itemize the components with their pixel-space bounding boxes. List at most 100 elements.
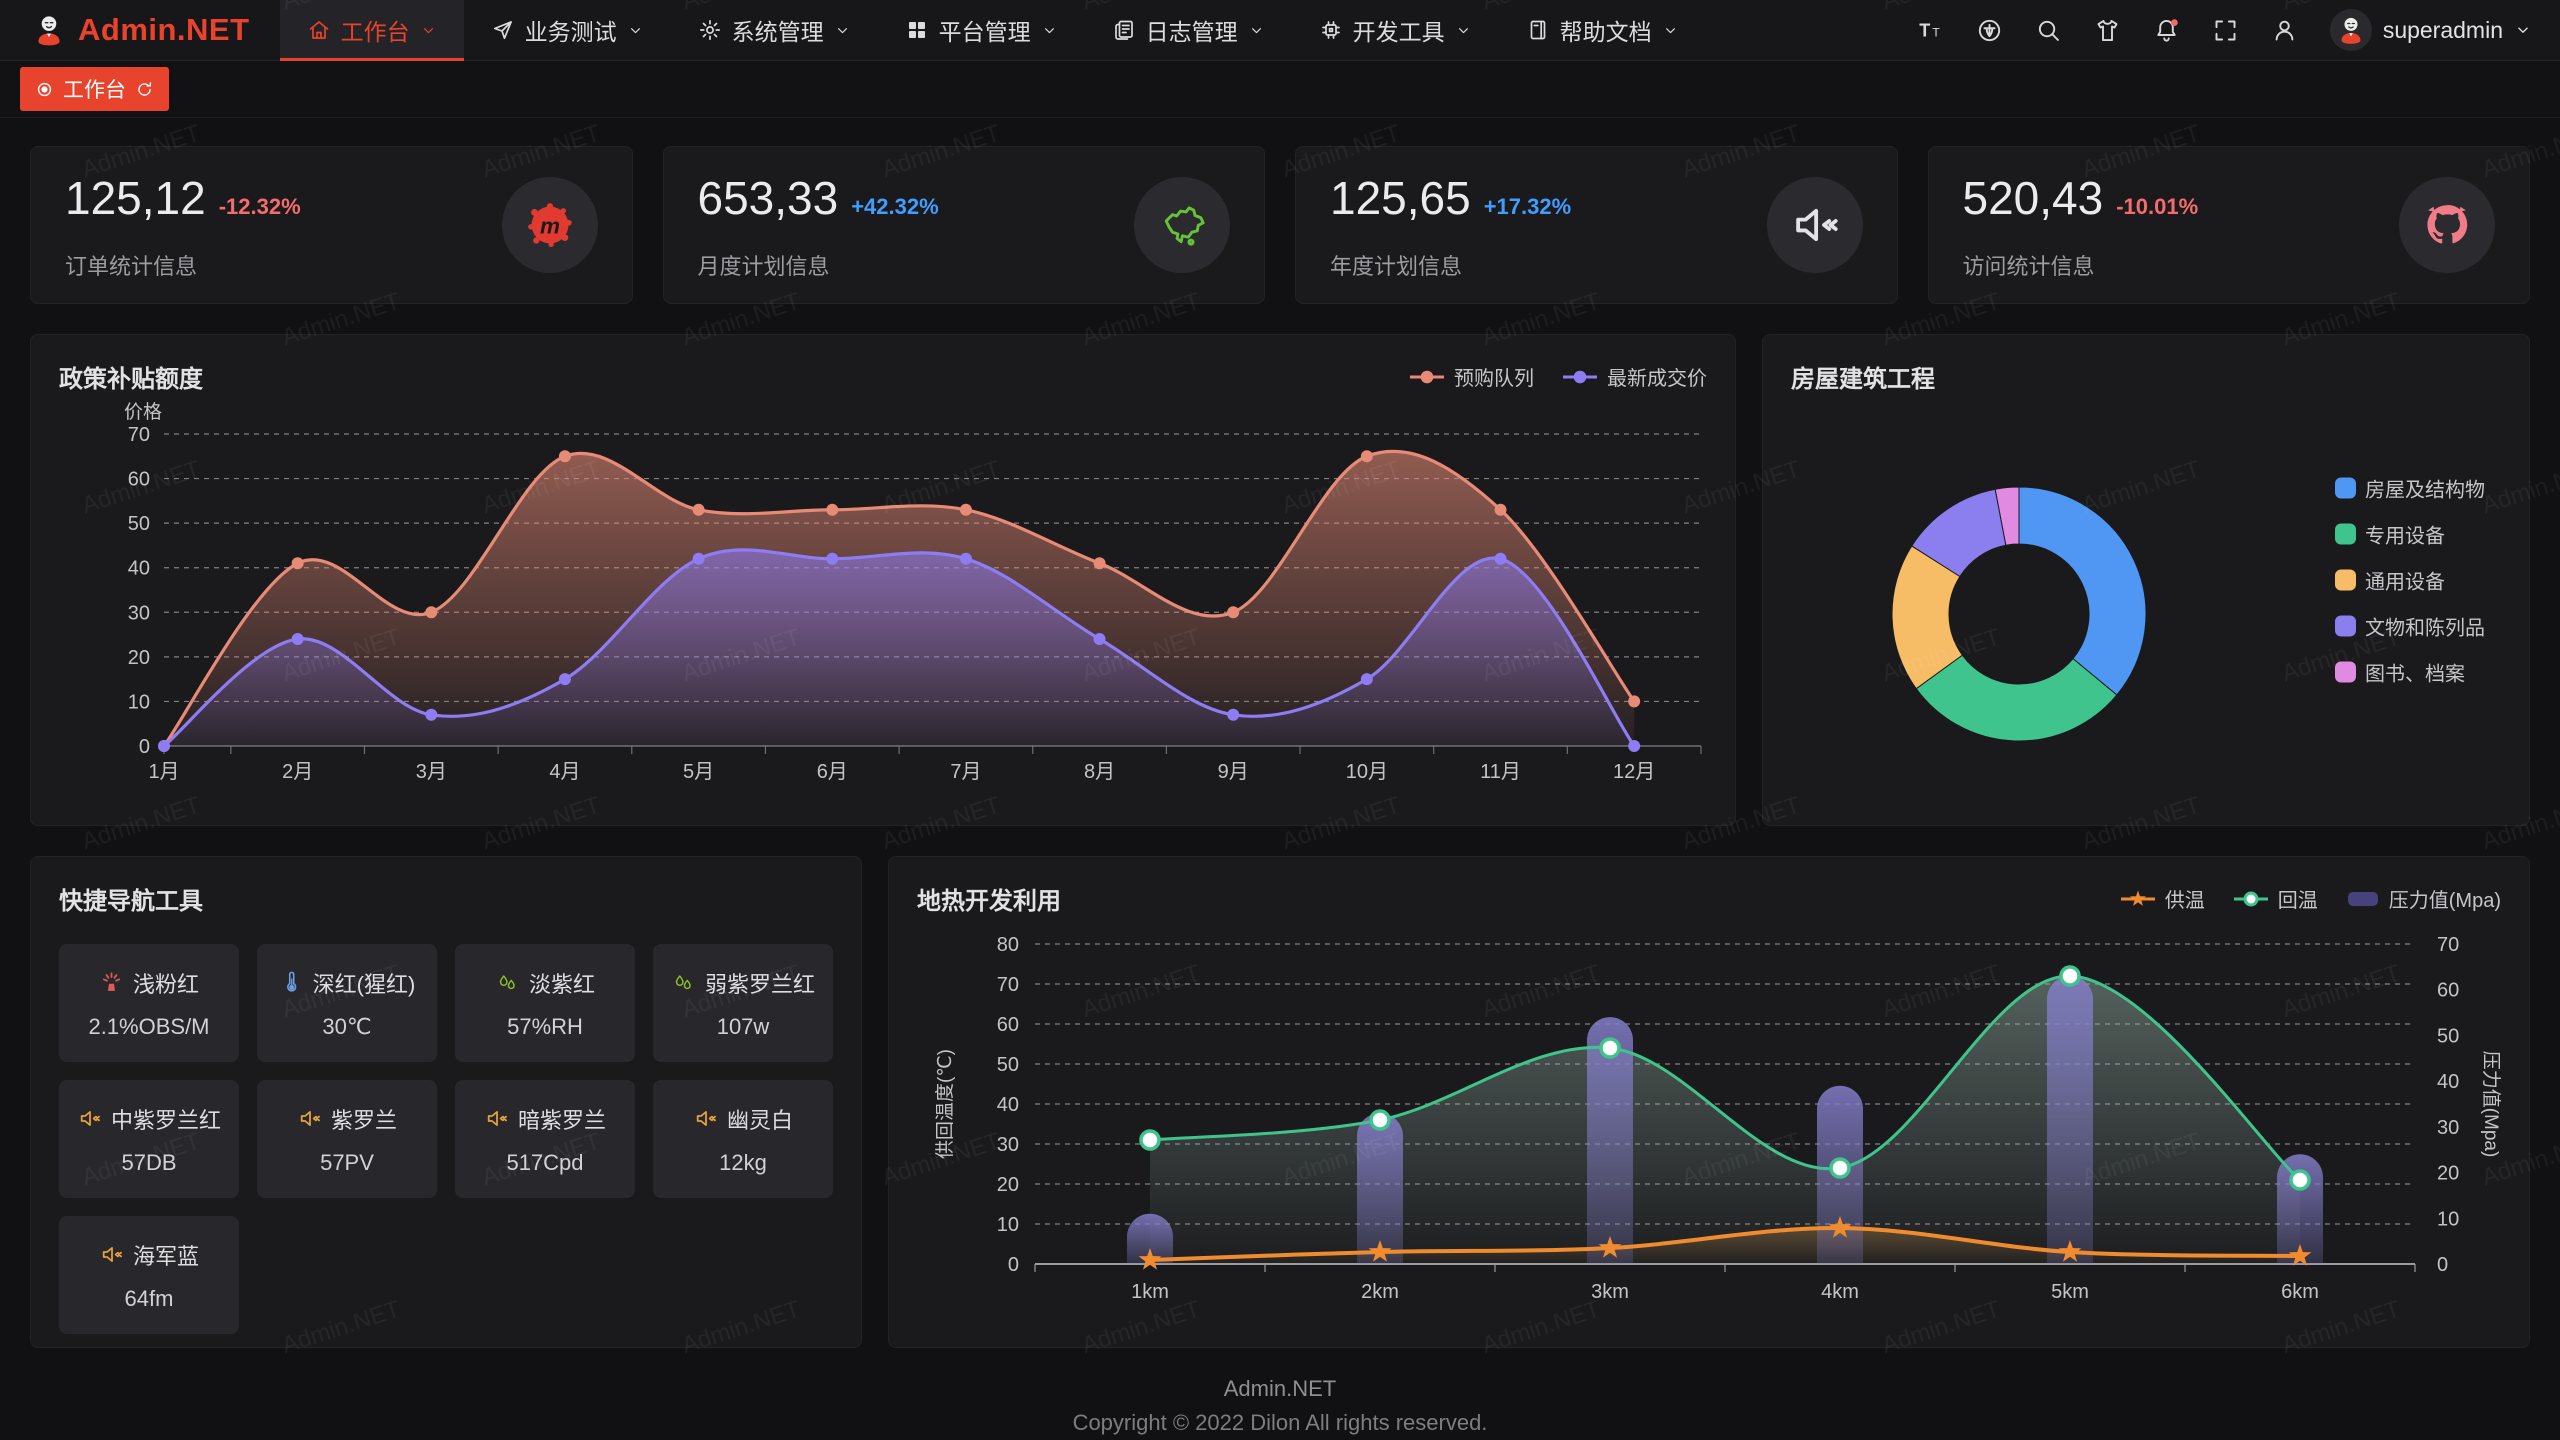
svg-text:20: 20 bbox=[2437, 1163, 2459, 1185]
svg-text:5月: 5月 bbox=[683, 761, 714, 783]
quick-nav-label: 海军蓝 bbox=[132, 1243, 199, 1269]
theme-icon[interactable] bbox=[2094, 17, 2121, 44]
legend-item-预购队列[interactable]: 预购队列 bbox=[1409, 362, 1534, 391]
legend-item-专用设备[interactable]: 专用设备 bbox=[2335, 520, 2485, 549]
legend-label: 预购队列 bbox=[1454, 368, 1534, 390]
chevron-down-icon bbox=[423, 27, 433, 33]
legend-label: 供温 bbox=[2164, 890, 2205, 912]
logo[interactable]: Admin.NET bbox=[0, 0, 280, 60]
quick-nav-value: 2.1%OBS/M bbox=[88, 1013, 210, 1039]
building-chart-card: 房屋建筑工程 房屋及结构物 专用设备 通用设备 文物和陈列品 图书、档案 bbox=[1762, 334, 2530, 826]
logo-icon bbox=[30, 11, 68, 49]
profile-icon[interactable] bbox=[2271, 17, 2298, 44]
svg-text:1km: 1km bbox=[1131, 1281, 1169, 1303]
quick-nav-幽灵白[interactable]: 幽灵白 12kg bbox=[653, 1080, 833, 1198]
meetup-icon: m bbox=[527, 203, 572, 248]
subsidy-chart-legend: 预购队列 最新成交价 bbox=[1409, 362, 1707, 391]
menu-item-工作台[interactable]: 工作台 bbox=[279, 0, 464, 61]
svg-text:40: 40 bbox=[997, 1094, 1019, 1116]
chevron-down-icon bbox=[1665, 27, 1675, 33]
menu-item-业务测试[interactable]: 业务测试 bbox=[464, 0, 671, 60]
quick-nav-value: 57%RH bbox=[507, 1013, 583, 1039]
menu-item-开发工具[interactable]: 开发工具 bbox=[1292, 0, 1499, 60]
tabbar: 工作台 bbox=[0, 61, 2560, 118]
fullscreen-icon[interactable] bbox=[2212, 17, 2239, 44]
quick-nav-暗紫罗兰[interactable]: 暗紫罗兰 517Cpd bbox=[455, 1080, 635, 1198]
quick-nav-value: 30℃ bbox=[322, 1013, 372, 1039]
stat-card-访问统计信息[interactable]: 520,43 -10.01% 访问统计信息 bbox=[1927, 146, 2530, 304]
quick-nav-深红(猩红)[interactable]: 深红(猩红) 30℃ bbox=[257, 944, 437, 1062]
quick-nav-value: 64fm bbox=[124, 1285, 174, 1311]
menu-item-label: 帮助文档 bbox=[1559, 19, 1652, 45]
svg-text:6km: 6km bbox=[2281, 1281, 2319, 1303]
legend-label: 文物和陈列品 bbox=[2365, 617, 2485, 640]
logo-text: Admin.NET bbox=[78, 12, 250, 47]
quick-nav-title: 快捷导航工具 bbox=[59, 888, 203, 915]
legend-marker bbox=[2120, 890, 2155, 906]
legend-item-通用设备[interactable]: 通用设备 bbox=[2335, 566, 2485, 595]
geothermal-chart-legend: 供温 回温 压力值(Mpa) bbox=[2120, 884, 2501, 913]
stat-icon-circle bbox=[1134, 177, 1230, 273]
building-chart-legend: 房屋及结构物 专用设备 通用设备 文物和陈列品 图书、档案 bbox=[2335, 474, 2485, 687]
svg-text:40: 40 bbox=[2437, 1071, 2459, 1093]
building-chart-title: 房屋建筑工程 bbox=[1791, 366, 1935, 393]
quick-nav-label: 中紫罗兰红 bbox=[110, 1107, 221, 1133]
svg-text:供回温度(℃): 供回温度(℃) bbox=[934, 1049, 956, 1159]
refresh-icon[interactable] bbox=[135, 80, 154, 99]
user-menu[interactable]: superadmin bbox=[2329, 9, 2532, 51]
stat-delta: -12.32% bbox=[218, 194, 301, 219]
legend-item-回温[interactable]: 回温 bbox=[2233, 884, 2318, 913]
stat-delta: +42.32% bbox=[851, 194, 939, 219]
tab-workbench[interactable]: 工作台 bbox=[20, 67, 169, 111]
menu-item-label: 开发工具 bbox=[1352, 19, 1445, 45]
stat-card-月度计划信息[interactable]: 653,33 +42.32% 月度计划信息 bbox=[662, 146, 1265, 304]
svg-text:0: 0 bbox=[139, 736, 150, 758]
drops-icon bbox=[675, 975, 691, 990]
quick-nav-淡紫红[interactable]: 淡紫红 57%RH bbox=[455, 944, 635, 1062]
quick-nav-中紫罗兰红[interactable]: 中紫罗兰红 57DB bbox=[59, 1080, 239, 1198]
quick-nav-value: 12kg bbox=[719, 1149, 767, 1175]
language-icon[interactable] bbox=[1976, 17, 2003, 44]
geothermal-mixed-chart[interactable]: 0 10 20 30 40 50 60 70 80 0 10 20 30 40 50 60 70 1km 2km 3k… bbox=[917, 916, 2501, 1320]
legend-item-最新成交价[interactable]: 最新成交价 bbox=[1562, 362, 1707, 391]
quick-nav-海军蓝[interactable]: 海军蓝 64fm bbox=[59, 1216, 239, 1334]
menu-item-帮助文档[interactable]: 帮助文档 bbox=[1499, 0, 1706, 60]
stat-card-年度计划信息[interactable]: 125,65 +17.32% 年度计划信息 bbox=[1295, 146, 1898, 304]
chevron-down-icon bbox=[2518, 27, 2528, 33]
stat-cards-row: 125,12 -12.32% 订单统计信息 m 653,33 +42.32% 月… bbox=[30, 146, 2530, 304]
quick-nav-label: 暗紫罗兰 bbox=[517, 1107, 606, 1133]
quick-nav-value: 107w bbox=[716, 1013, 770, 1039]
legend-item-供温[interactable]: 供温 bbox=[2120, 884, 2205, 913]
fullscreen-icon bbox=[2215, 20, 2236, 40]
dot-circle-icon bbox=[37, 82, 52, 96]
quick-nav-紫罗兰[interactable]: 紫罗兰 57PV bbox=[257, 1080, 437, 1198]
geothermal-chart-card: 地热开发利用 供温 回温 压力值(Mpa) 0 10 20 30 40 50 60 70 80 0 10… bbox=[888, 856, 2530, 1348]
stat-icon-circle bbox=[1766, 177, 1863, 273]
quick-nav-value: 57PV bbox=[320, 1149, 374, 1175]
svg-text:70: 70 bbox=[128, 424, 150, 446]
quick-nav-label: 淡紫红 bbox=[528, 971, 595, 997]
search-icon[interactable] bbox=[2035, 17, 2062, 44]
quick-nav-浅粉红[interactable]: 浅粉红 2.1%OBS/M bbox=[59, 944, 239, 1062]
legend-item-图书、档案[interactable]: 图书、档案 bbox=[2335, 658, 2485, 687]
menu-item-日志管理[interactable]: 日志管理 bbox=[1085, 0, 1292, 60]
stat-card-订单统计信息[interactable]: 125,12 -12.32% 订单统计信息 m bbox=[30, 146, 633, 304]
chevron-down-icon bbox=[1458, 27, 1468, 33]
legend-item-房屋及结构物[interactable]: 房屋及结构物 bbox=[2335, 474, 2485, 503]
svg-text:10月: 10月 bbox=[1346, 761, 1388, 783]
legend-item-压力值(Mpa)[interactable]: 压力值(Mpa) bbox=[2346, 884, 2501, 913]
legend-marker bbox=[1563, 370, 1597, 383]
legend-item-文物和陈列品[interactable]: 文物和陈列品 bbox=[2335, 612, 2485, 641]
svg-text:9月: 9月 bbox=[1218, 761, 1249, 783]
book-icon bbox=[1530, 20, 1545, 40]
menu-item-平台管理[interactable]: 平台管理 bbox=[878, 0, 1085, 60]
quick-nav-label: 幽灵白 bbox=[726, 1107, 793, 1133]
svg-text:60: 60 bbox=[2437, 980, 2459, 1002]
menu-item-系统管理[interactable]: 系统管理 bbox=[671, 0, 878, 60]
building-donut-chart[interactable] bbox=[1809, 408, 2241, 826]
quick-nav-弱紫罗兰红[interactable]: 弱紫罗兰红 107w bbox=[653, 944, 833, 1062]
bell-icon[interactable] bbox=[2153, 17, 2180, 44]
